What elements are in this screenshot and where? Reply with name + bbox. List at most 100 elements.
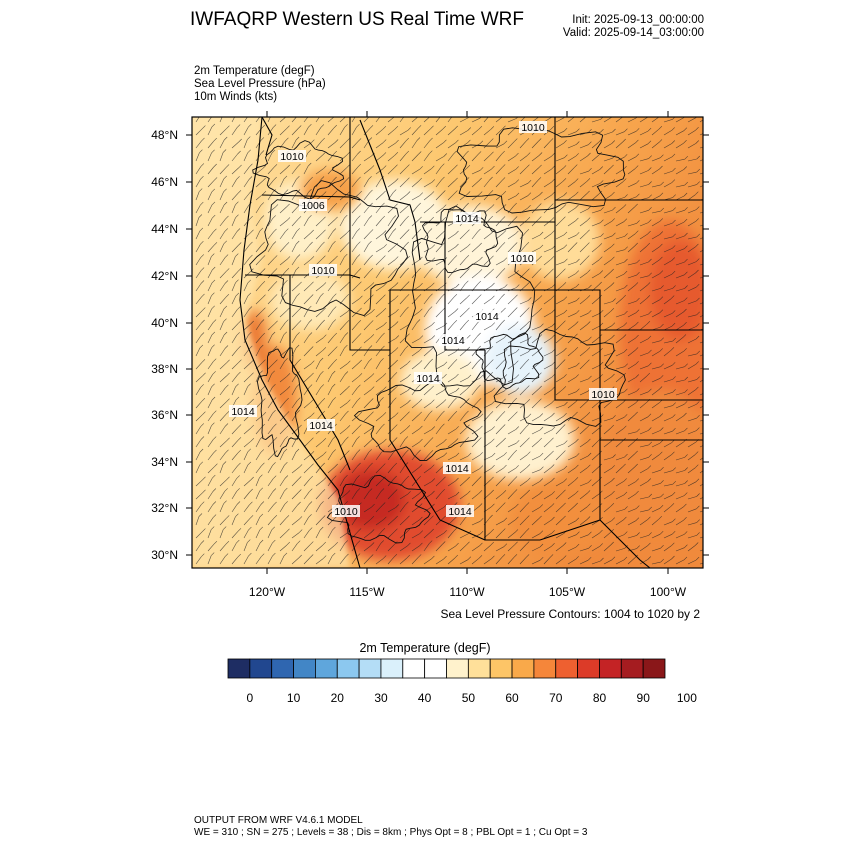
wind-barb bbox=[658, 139, 663, 143]
wind-barb bbox=[471, 493, 480, 500]
colorbar-swatch bbox=[358, 658, 382, 679]
wind-barb bbox=[519, 219, 528, 227]
wind-barb bbox=[291, 296, 297, 305]
wind-barb bbox=[471, 455, 480, 461]
wind-barb bbox=[267, 491, 274, 500]
wind-barb bbox=[351, 166, 359, 175]
pressure-contour bbox=[252, 140, 345, 200]
wind-barb bbox=[274, 307, 278, 311]
pressure-label-bg bbox=[508, 252, 536, 264]
colorbar-swatch bbox=[271, 658, 294, 679]
wind-barb bbox=[659, 348, 663, 352]
wind-barb bbox=[615, 481, 624, 487]
wind-barb bbox=[195, 556, 202, 565]
wind-barb bbox=[315, 360, 321, 370]
wind-barb bbox=[327, 258, 335, 266]
wind-barb bbox=[315, 480, 324, 487]
wind-barb bbox=[709, 416, 712, 419]
wind-barb bbox=[243, 427, 251, 435]
wind-barb bbox=[375, 310, 384, 318]
wind-barb bbox=[526, 164, 530, 168]
wind-barb bbox=[648, 506, 653, 511]
wind-barb bbox=[574, 178, 579, 182]
wind-barb bbox=[634, 165, 639, 169]
wind-barb bbox=[648, 388, 652, 393]
wind-barb bbox=[267, 218, 273, 227]
wind-barb bbox=[615, 273, 625, 279]
wind-barb bbox=[670, 347, 675, 351]
wind-barb bbox=[502, 476, 506, 480]
wind-barb bbox=[660, 154, 664, 158]
wind-barb bbox=[562, 165, 567, 169]
wind-barb bbox=[699, 523, 703, 526]
wind-barb bbox=[195, 439, 202, 448]
wind-barb bbox=[231, 256, 236, 266]
wind-barb bbox=[418, 216, 422, 221]
wind-barb bbox=[443, 373, 447, 378]
wind-barb bbox=[248, 331, 252, 336]
wind-barb bbox=[612, 232, 616, 237]
wind-barb bbox=[207, 126, 213, 136]
wind-barb bbox=[243, 295, 249, 305]
colorbar-label: 50 bbox=[462, 691, 476, 705]
wind-barb bbox=[479, 256, 483, 261]
wind-barb bbox=[344, 540, 349, 544]
wind-barb bbox=[370, 411, 374, 415]
wind-barb bbox=[423, 440, 431, 448]
wind-barb bbox=[687, 246, 696, 253]
map-frame bbox=[191, 116, 704, 569]
wind-barb bbox=[395, 113, 398, 116]
wind-barb bbox=[551, 334, 555, 339]
wind-barb bbox=[418, 411, 422, 416]
wind-barb bbox=[591, 453, 599, 461]
wind-barb bbox=[320, 176, 325, 180]
wind-barb bbox=[309, 475, 314, 480]
wind-barb bbox=[699, 119, 703, 123]
wind-barb bbox=[635, 128, 640, 132]
wind-barb bbox=[295, 344, 300, 349]
wind-barb bbox=[699, 341, 703, 344]
wind-barb bbox=[575, 153, 579, 157]
wind-barb bbox=[539, 191, 543, 196]
wind-barb bbox=[207, 491, 214, 500]
wind-barb bbox=[471, 245, 479, 253]
wind-barb bbox=[483, 298, 492, 305]
wind-barb bbox=[651, 483, 661, 487]
wind-barb bbox=[709, 273, 712, 276]
wind-barb bbox=[610, 502, 615, 507]
wind-barb bbox=[479, 374, 484, 379]
wind-barb bbox=[411, 428, 420, 435]
wind-barb bbox=[550, 203, 554, 207]
wind-barb bbox=[219, 191, 224, 201]
wind-barb bbox=[507, 245, 515, 253]
wind-barb bbox=[684, 232, 688, 237]
wind-barb bbox=[287, 113, 290, 116]
wind-barb bbox=[526, 489, 530, 494]
wind-barb bbox=[210, 526, 215, 530]
wind-barb bbox=[647, 230, 651, 235]
lat-label: 40°N bbox=[151, 316, 178, 330]
wind-barb bbox=[419, 438, 423, 443]
wind-barb bbox=[285, 242, 290, 246]
wind-barb bbox=[603, 441, 612, 448]
wind-barb bbox=[519, 245, 527, 253]
wind-barb bbox=[663, 298, 672, 305]
wind-barb bbox=[687, 389, 696, 396]
wind-barb bbox=[395, 335, 400, 339]
wind-barb bbox=[519, 557, 527, 565]
wind-barb bbox=[297, 358, 301, 363]
wind-barb bbox=[211, 266, 216, 271]
wind-barb bbox=[454, 554, 459, 559]
wind-barb bbox=[543, 271, 551, 279]
wind-barb bbox=[383, 438, 387, 443]
wind-barb bbox=[538, 398, 542, 402]
wind-barb bbox=[699, 379, 703, 383]
lat-label: 42°N bbox=[151, 269, 178, 283]
wind-barb bbox=[549, 554, 554, 558]
wind-barb bbox=[696, 505, 700, 510]
wind-barb bbox=[431, 321, 435, 326]
wind-barb bbox=[660, 207, 665, 212]
wind-barb bbox=[223, 305, 228, 310]
wind-barb bbox=[213, 228, 217, 233]
wind-barb bbox=[201, 319, 205, 324]
